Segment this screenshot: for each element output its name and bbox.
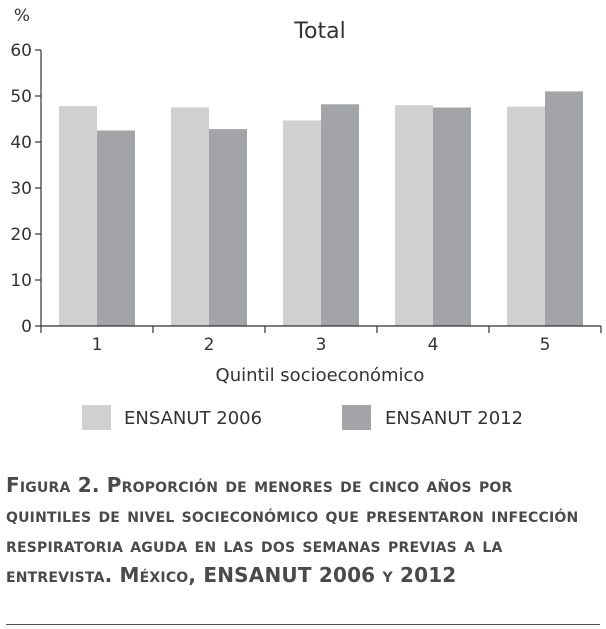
y-tick-label: 60 <box>10 41 32 61</box>
y-tick-label: 20 <box>10 225 32 245</box>
legend-swatch-2006 <box>82 405 111 430</box>
y-tick-label: 50 <box>10 87 32 107</box>
y-tick-label: 10 <box>10 271 32 291</box>
bar-2006-q5 <box>507 106 545 326</box>
legend-swatch-2012 <box>342 405 371 430</box>
y-axis-label: % <box>14 6 30 26</box>
bar-2012-q5 <box>545 91 583 327</box>
bar-2006-q3 <box>283 120 321 326</box>
legend-label-2012: ENSANUT 2012 <box>385 408 523 429</box>
bar-2006-q1 <box>59 106 97 327</box>
chart-title: Total <box>293 19 345 44</box>
x-axis-label: Quintil socioeconómico <box>216 365 425 386</box>
x-tick-label: 4 <box>428 335 439 355</box>
bar-2006-q4 <box>395 105 433 326</box>
x-tick-label: 3 <box>316 335 327 355</box>
bar-2006-q2 <box>171 107 209 326</box>
bar-chart: Total % 0 10 20 30 40 50 60 1 2 3 4 5 Quintil socio… <box>10 6 602 430</box>
bar-2012-q1 <box>97 130 135 326</box>
bar-2012-q2 <box>209 129 247 326</box>
bar-2012-q4 <box>433 107 471 326</box>
x-tick-label: 5 <box>540 335 551 355</box>
bar-2012-q3 <box>321 104 359 326</box>
axes-group: 0 10 20 30 40 50 60 1 2 3 4 5 <box>10 41 602 355</box>
legend: ENSANUT 2006 ENSANUT 2012 <box>82 405 523 430</box>
bars-group <box>59 91 583 327</box>
figure-caption: Figura 2. Proporción de menores de cinco… <box>6 473 579 587</box>
x-tick-label: 1 <box>92 335 103 355</box>
y-tick-label: 30 <box>10 179 32 199</box>
y-tick-label: 40 <box>10 133 32 153</box>
y-tick-label: 0 <box>21 317 32 337</box>
legend-label-2006: ENSANUT 2006 <box>124 408 262 429</box>
caption-divider <box>6 624 600 625</box>
x-tick-label: 2 <box>204 335 215 355</box>
